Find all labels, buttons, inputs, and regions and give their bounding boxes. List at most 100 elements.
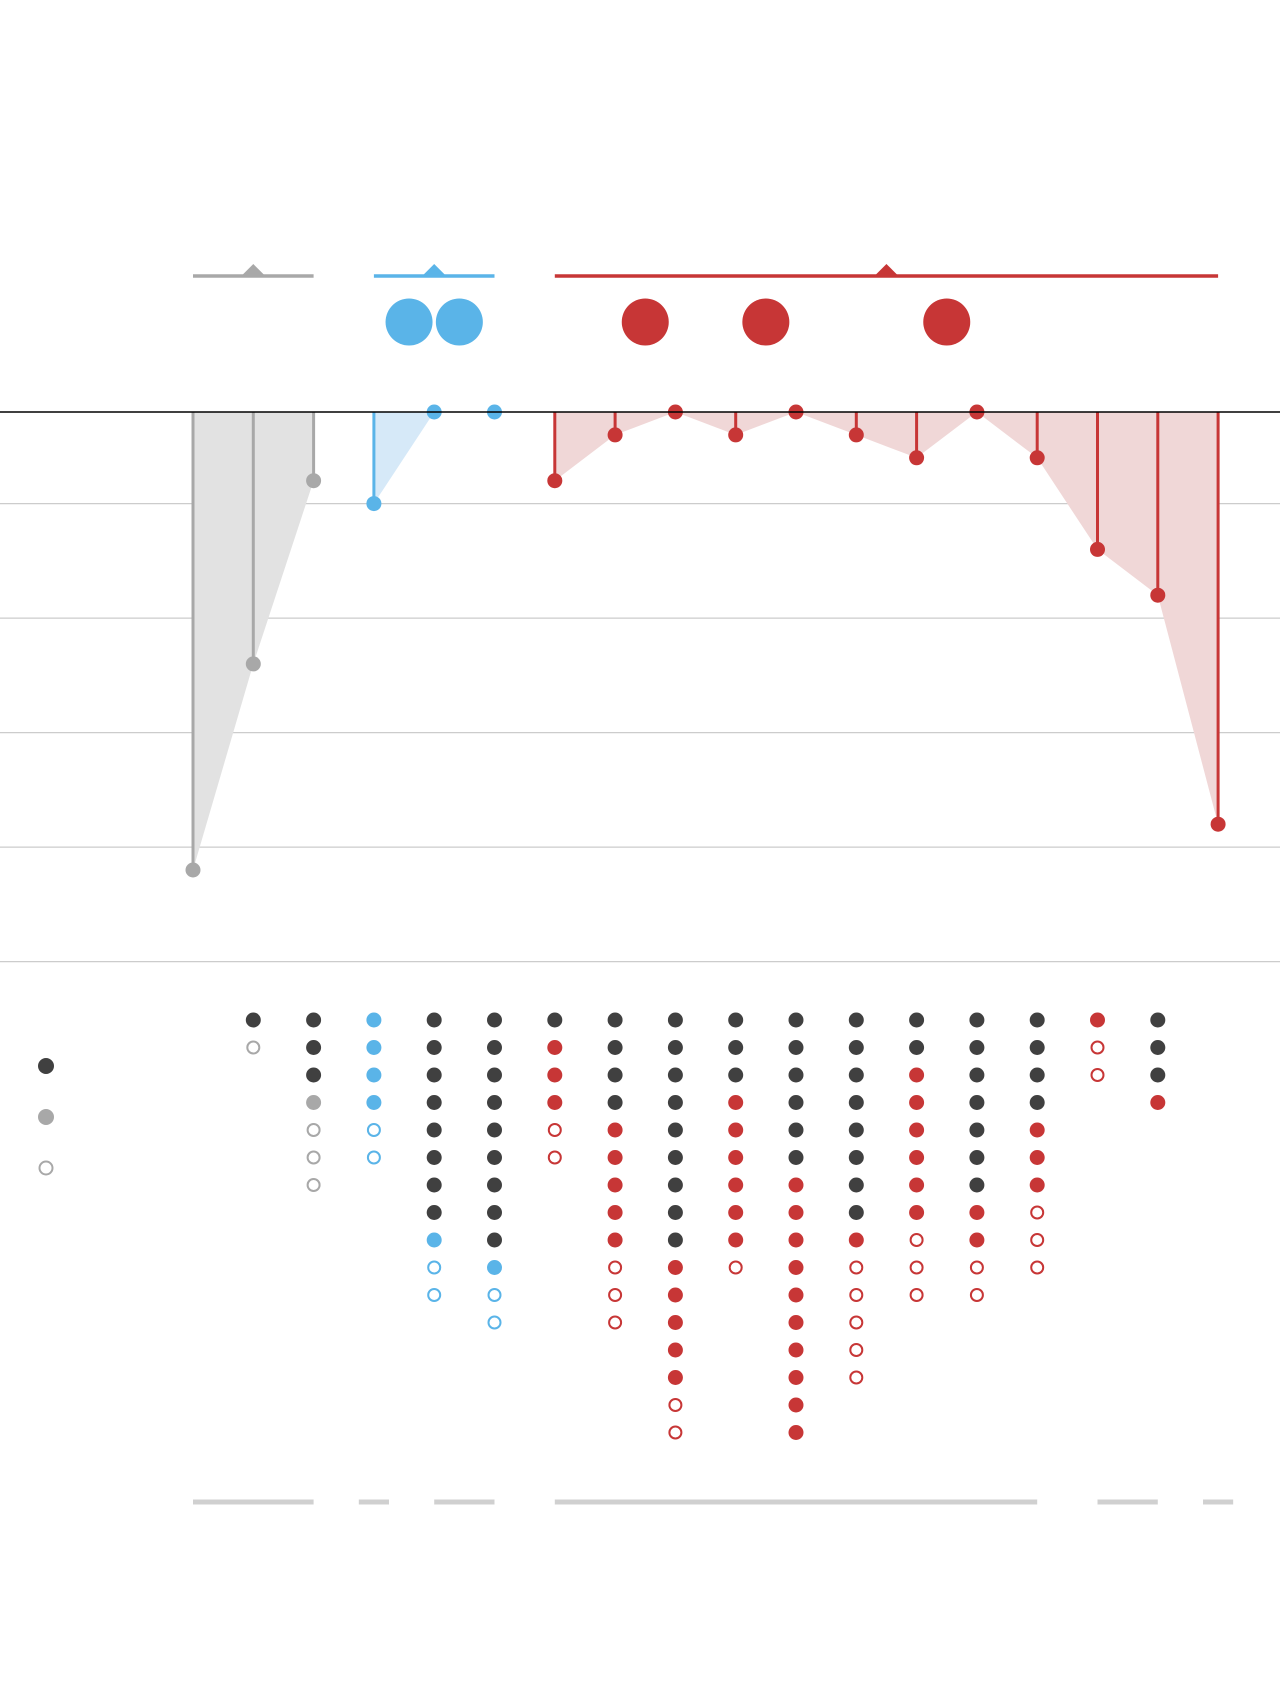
matrix-dot <box>607 1177 623 1193</box>
group-area-1 <box>373 412 495 504</box>
matrix-dot <box>848 1040 864 1055</box>
matrix-dot <box>487 1260 502 1275</box>
group-area-2 <box>554 412 1219 825</box>
matrix-dot <box>909 1177 925 1193</box>
matrix-dot-hollow <box>969 1260 984 1275</box>
matrix-dot <box>426 1150 442 1165</box>
data-point <box>245 656 261 672</box>
matrix-dot-hollow <box>427 1288 442 1302</box>
matrix-dot <box>848 1012 864 1028</box>
matrix-dot <box>969 1150 985 1165</box>
matrix-dot <box>909 1012 925 1028</box>
matrix-dot <box>245 1012 261 1028</box>
matrix-dot <box>848 1067 864 1083</box>
legend-symbol-dark <box>38 1058 54 1074</box>
matrix-dot <box>667 1122 683 1138</box>
matrix-dot <box>728 1177 744 1193</box>
matrix-dot <box>426 1040 442 1055</box>
matrix-dot <box>1150 1012 1166 1028</box>
matrix-dot-hollow <box>487 1315 502 1330</box>
data-point <box>607 427 623 443</box>
matrix-dot <box>848 1205 864 1220</box>
matrix-dot <box>547 1067 563 1083</box>
matrix-dot-hollow <box>668 1398 683 1412</box>
matrix-dot <box>547 1095 563 1110</box>
matrix-dot <box>969 1205 985 1220</box>
matrix-dot <box>487 1177 502 1193</box>
matrix-dot <box>728 1067 744 1083</box>
matrix-dot <box>487 1150 502 1165</box>
matrix-dot <box>1090 1012 1105 1028</box>
matrix-dot <box>667 1177 683 1193</box>
matrix-dot <box>848 1095 864 1110</box>
data-point <box>1210 816 1226 832</box>
group-marker <box>923 298 971 346</box>
matrix-dot-hollow <box>487 1288 502 1302</box>
matrix-dot <box>788 1012 804 1028</box>
matrix-dot <box>1029 1012 1045 1028</box>
matrix-dot <box>667 1315 683 1330</box>
matrix-dot-hollow <box>366 1150 381 1165</box>
matrix-dot <box>487 1095 502 1110</box>
matrix-dot <box>1150 1095 1166 1110</box>
matrix-dot <box>366 1040 382 1055</box>
matrix-dot <box>306 1012 322 1028</box>
matrix-dot <box>909 1150 925 1165</box>
matrix-dot <box>969 1012 985 1028</box>
matrix-dot <box>909 1067 925 1083</box>
matrix-dot-hollow <box>306 1178 321 1192</box>
matrix-dot <box>487 1067 502 1083</box>
matrix-dot-hollow <box>547 1150 562 1165</box>
matrix-dot <box>1150 1067 1166 1083</box>
matrix-dot <box>728 1150 744 1165</box>
matrix-dot-hollow <box>306 1150 321 1165</box>
matrix-dot <box>909 1122 925 1138</box>
data-point <box>185 862 201 878</box>
data-point <box>306 473 322 489</box>
matrix-dot <box>306 1040 322 1055</box>
matrix-dot <box>426 1232 442 1248</box>
matrix-dot <box>607 1232 623 1248</box>
matrix-dot <box>426 1205 442 1220</box>
matrix-dot <box>607 1122 623 1138</box>
matrix-dot-hollow <box>1030 1233 1045 1247</box>
matrix-dot <box>607 1095 623 1110</box>
matrix-dot <box>848 1122 864 1138</box>
matrix-dot-hollow <box>728 1260 743 1275</box>
matrix-dot <box>487 1205 502 1220</box>
matrix-dot-hollow <box>909 1288 924 1302</box>
matrix-dot <box>667 1067 683 1083</box>
matrix-dot-hollow <box>909 1260 924 1275</box>
matrix-dot <box>1029 1040 1045 1055</box>
matrix-dot <box>728 1205 744 1220</box>
matrix-dot <box>969 1040 985 1055</box>
matrix-dot-hollow <box>849 1315 864 1330</box>
matrix-dot-hollow <box>427 1260 442 1275</box>
legend-symbol-grey <box>38 1109 54 1125</box>
matrix-dot <box>728 1012 744 1028</box>
matrix-dot-hollow <box>1030 1205 1045 1220</box>
matrix-dot-hollow <box>849 1343 864 1357</box>
matrix-dot-hollow <box>246 1040 261 1055</box>
matrix-dot <box>667 1342 683 1358</box>
matrix-dot <box>667 1095 683 1110</box>
matrix-dot <box>426 1177 442 1193</box>
matrix-dot <box>969 1095 985 1110</box>
matrix-dot-hollow <box>849 1370 864 1385</box>
matrix-dot <box>969 1232 985 1248</box>
matrix-dot <box>969 1177 985 1193</box>
matrix-dot-hollow <box>366 1123 381 1137</box>
matrix-dot <box>607 1205 623 1220</box>
matrix-dot <box>848 1150 864 1165</box>
matrix-dot <box>969 1067 985 1083</box>
matrix-dot <box>1029 1067 1045 1083</box>
matrix-dot-hollow <box>1090 1040 1105 1055</box>
matrix-dot <box>788 1040 804 1055</box>
data-point <box>848 427 864 443</box>
matrix-dot <box>848 1232 864 1248</box>
matrix-dot <box>788 1232 804 1248</box>
data-point <box>909 450 925 466</box>
matrix-dot <box>969 1122 985 1138</box>
matrix-dot <box>788 1205 804 1220</box>
matrix-dot <box>788 1095 804 1110</box>
